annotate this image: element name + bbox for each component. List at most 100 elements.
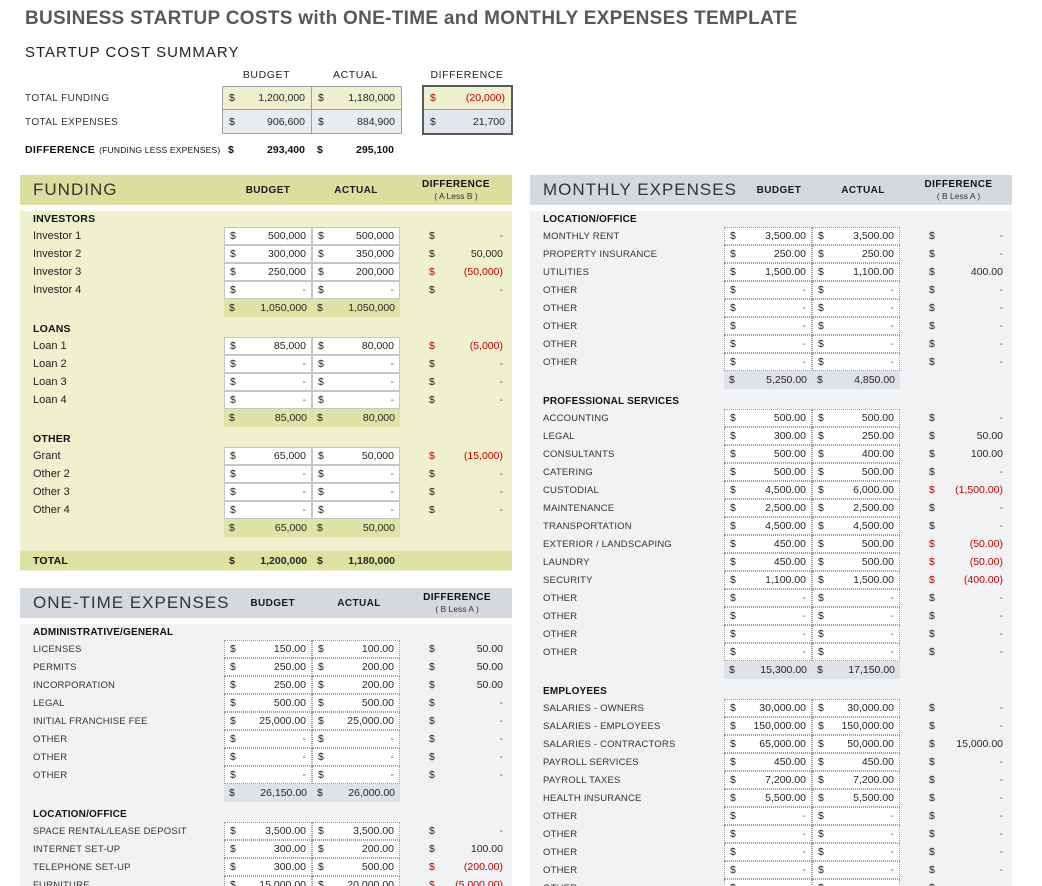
- budget-cell[interactable]: $500.00: [724, 463, 812, 481]
- budget-cell[interactable]: $-: [724, 335, 812, 353]
- actual-cell[interactable]: $-: [312, 730, 400, 748]
- budget-cell[interactable]: $7,200.00: [724, 771, 812, 789]
- budget-cell[interactable]: $-: [724, 807, 812, 825]
- actual-cell[interactable]: $-: [812, 335, 900, 353]
- actual-cell[interactable]: $-: [312, 373, 400, 391]
- budget-cell[interactable]: $-: [224, 465, 312, 483]
- actual-cell[interactable]: $350,000: [312, 245, 400, 263]
- budget-cell[interactable]: $500.00: [724, 409, 812, 427]
- actual-cell[interactable]: $-: [312, 465, 400, 483]
- budget-cell[interactable]: $65,000.00: [724, 735, 812, 753]
- budget-cell[interactable]: $-: [224, 281, 312, 299]
- actual-cell[interactable]: $-: [812, 643, 900, 661]
- budget-cell[interactable]: $500.00: [224, 694, 312, 712]
- budget-cell[interactable]: $150.00: [224, 640, 312, 658]
- actual-cell[interactable]: $-: [812, 879, 900, 886]
- budget-cell[interactable]: $250,000: [224, 263, 312, 281]
- actual-cell[interactable]: $2,500.00: [812, 499, 900, 517]
- total-funding-budget-cell[interactable]: $ 1,200,000: [223, 87, 312, 110]
- budget-cell[interactable]: $250.00: [724, 245, 812, 263]
- actual-cell[interactable]: $100.00: [312, 640, 400, 658]
- budget-cell[interactable]: $-: [724, 589, 812, 607]
- actual-cell[interactable]: $20,000.00: [312, 876, 400, 886]
- budget-cell[interactable]: $500.00: [724, 445, 812, 463]
- actual-cell[interactable]: $200.00: [312, 658, 400, 676]
- budget-cell[interactable]: $450.00: [724, 753, 812, 771]
- actual-cell[interactable]: $-: [312, 748, 400, 766]
- actual-cell[interactable]: $80,000: [312, 337, 400, 355]
- actual-cell[interactable]: $-: [812, 281, 900, 299]
- actual-cell[interactable]: $-: [812, 843, 900, 861]
- budget-cell[interactable]: $-: [724, 643, 812, 661]
- actual-cell[interactable]: $200.00: [312, 840, 400, 858]
- budget-cell[interactable]: $-: [224, 483, 312, 501]
- budget-cell[interactable]: $3,500.00: [224, 822, 312, 840]
- actual-cell[interactable]: $1,500.00: [812, 571, 900, 589]
- actual-cell[interactable]: $-: [812, 589, 900, 607]
- budget-cell[interactable]: $1,100.00: [724, 571, 812, 589]
- budget-cell[interactable]: $-: [724, 299, 812, 317]
- actual-cell[interactable]: $30,000.00: [812, 699, 900, 717]
- budget-cell[interactable]: $300,000: [224, 245, 312, 263]
- actual-cell[interactable]: $7,200.00: [812, 771, 900, 789]
- budget-cell[interactable]: $3,500.00: [724, 227, 812, 245]
- actual-cell[interactable]: $25,000.00: [312, 712, 400, 730]
- budget-cell[interactable]: $2,500.00: [724, 499, 812, 517]
- budget-cell[interactable]: $-: [224, 373, 312, 391]
- actual-cell[interactable]: $500,000: [312, 227, 400, 245]
- actual-cell[interactable]: $150,000.00: [812, 717, 900, 735]
- actual-cell[interactable]: $-: [812, 607, 900, 625]
- budget-cell[interactable]: $-: [724, 879, 812, 886]
- budget-cell[interactable]: $-: [224, 355, 312, 373]
- actual-cell[interactable]: $-: [812, 625, 900, 643]
- budget-cell[interactable]: $4,500.00: [724, 517, 812, 535]
- total-expenses-budget-cell[interactable]: $ 906,600: [223, 110, 312, 133]
- actual-cell[interactable]: $500.00: [312, 858, 400, 876]
- budget-cell[interactable]: $-: [224, 730, 312, 748]
- budget-cell[interactable]: $300.00: [724, 427, 812, 445]
- actual-cell[interactable]: $-: [312, 355, 400, 373]
- actual-cell[interactable]: $-: [812, 353, 900, 371]
- actual-cell[interactable]: $-: [312, 391, 400, 409]
- budget-cell[interactable]: $250.00: [224, 676, 312, 694]
- budget-cell[interactable]: $1,500.00: [724, 263, 812, 281]
- actual-cell[interactable]: $500.00: [312, 694, 400, 712]
- budget-cell[interactable]: $65,000: [224, 447, 312, 465]
- actual-cell[interactable]: $5,500.00: [812, 789, 900, 807]
- budget-cell[interactable]: $25,000.00: [224, 712, 312, 730]
- budget-cell[interactable]: $-: [224, 748, 312, 766]
- budget-cell[interactable]: $500,000: [224, 227, 312, 245]
- budget-cell[interactable]: $-: [724, 353, 812, 371]
- actual-cell[interactable]: $200,000: [312, 263, 400, 281]
- actual-cell[interactable]: $250.00: [812, 245, 900, 263]
- budget-cell[interactable]: $-: [724, 843, 812, 861]
- actual-cell[interactable]: $450.00: [812, 753, 900, 771]
- actual-cell[interactable]: $-: [812, 299, 900, 317]
- budget-cell[interactable]: $30,000.00: [724, 699, 812, 717]
- actual-cell[interactable]: $250.00: [812, 427, 900, 445]
- budget-cell[interactable]: $-: [224, 501, 312, 519]
- budget-cell[interactable]: $-: [724, 861, 812, 879]
- budget-cell[interactable]: $150,000.00: [724, 717, 812, 735]
- actual-cell[interactable]: $200.00: [312, 676, 400, 694]
- total-expenses-actual-cell[interactable]: $ 884,900: [312, 110, 401, 133]
- actual-cell[interactable]: $-: [312, 281, 400, 299]
- budget-cell[interactable]: $-: [224, 766, 312, 784]
- budget-cell[interactable]: $300.00: [224, 840, 312, 858]
- budget-cell[interactable]: $5,500.00: [724, 789, 812, 807]
- actual-cell[interactable]: $-: [312, 766, 400, 784]
- total-expenses-difference-cell[interactable]: $ 21,700: [424, 110, 511, 133]
- actual-cell[interactable]: $3,500.00: [312, 822, 400, 840]
- budget-cell[interactable]: $450.00: [724, 535, 812, 553]
- actual-cell[interactable]: $400.00: [812, 445, 900, 463]
- actual-cell[interactable]: $-: [812, 825, 900, 843]
- budget-cell[interactable]: $-: [724, 625, 812, 643]
- budget-cell[interactable]: $450.00: [724, 553, 812, 571]
- actual-cell[interactable]: $500.00: [812, 535, 900, 553]
- budget-cell[interactable]: $-: [724, 607, 812, 625]
- actual-cell[interactable]: $4,500.00: [812, 517, 900, 535]
- budget-cell[interactable]: $-: [724, 317, 812, 335]
- actual-cell[interactable]: $-: [812, 861, 900, 879]
- budget-cell[interactable]: $85,000: [224, 337, 312, 355]
- actual-cell[interactable]: $3,500.00: [812, 227, 900, 245]
